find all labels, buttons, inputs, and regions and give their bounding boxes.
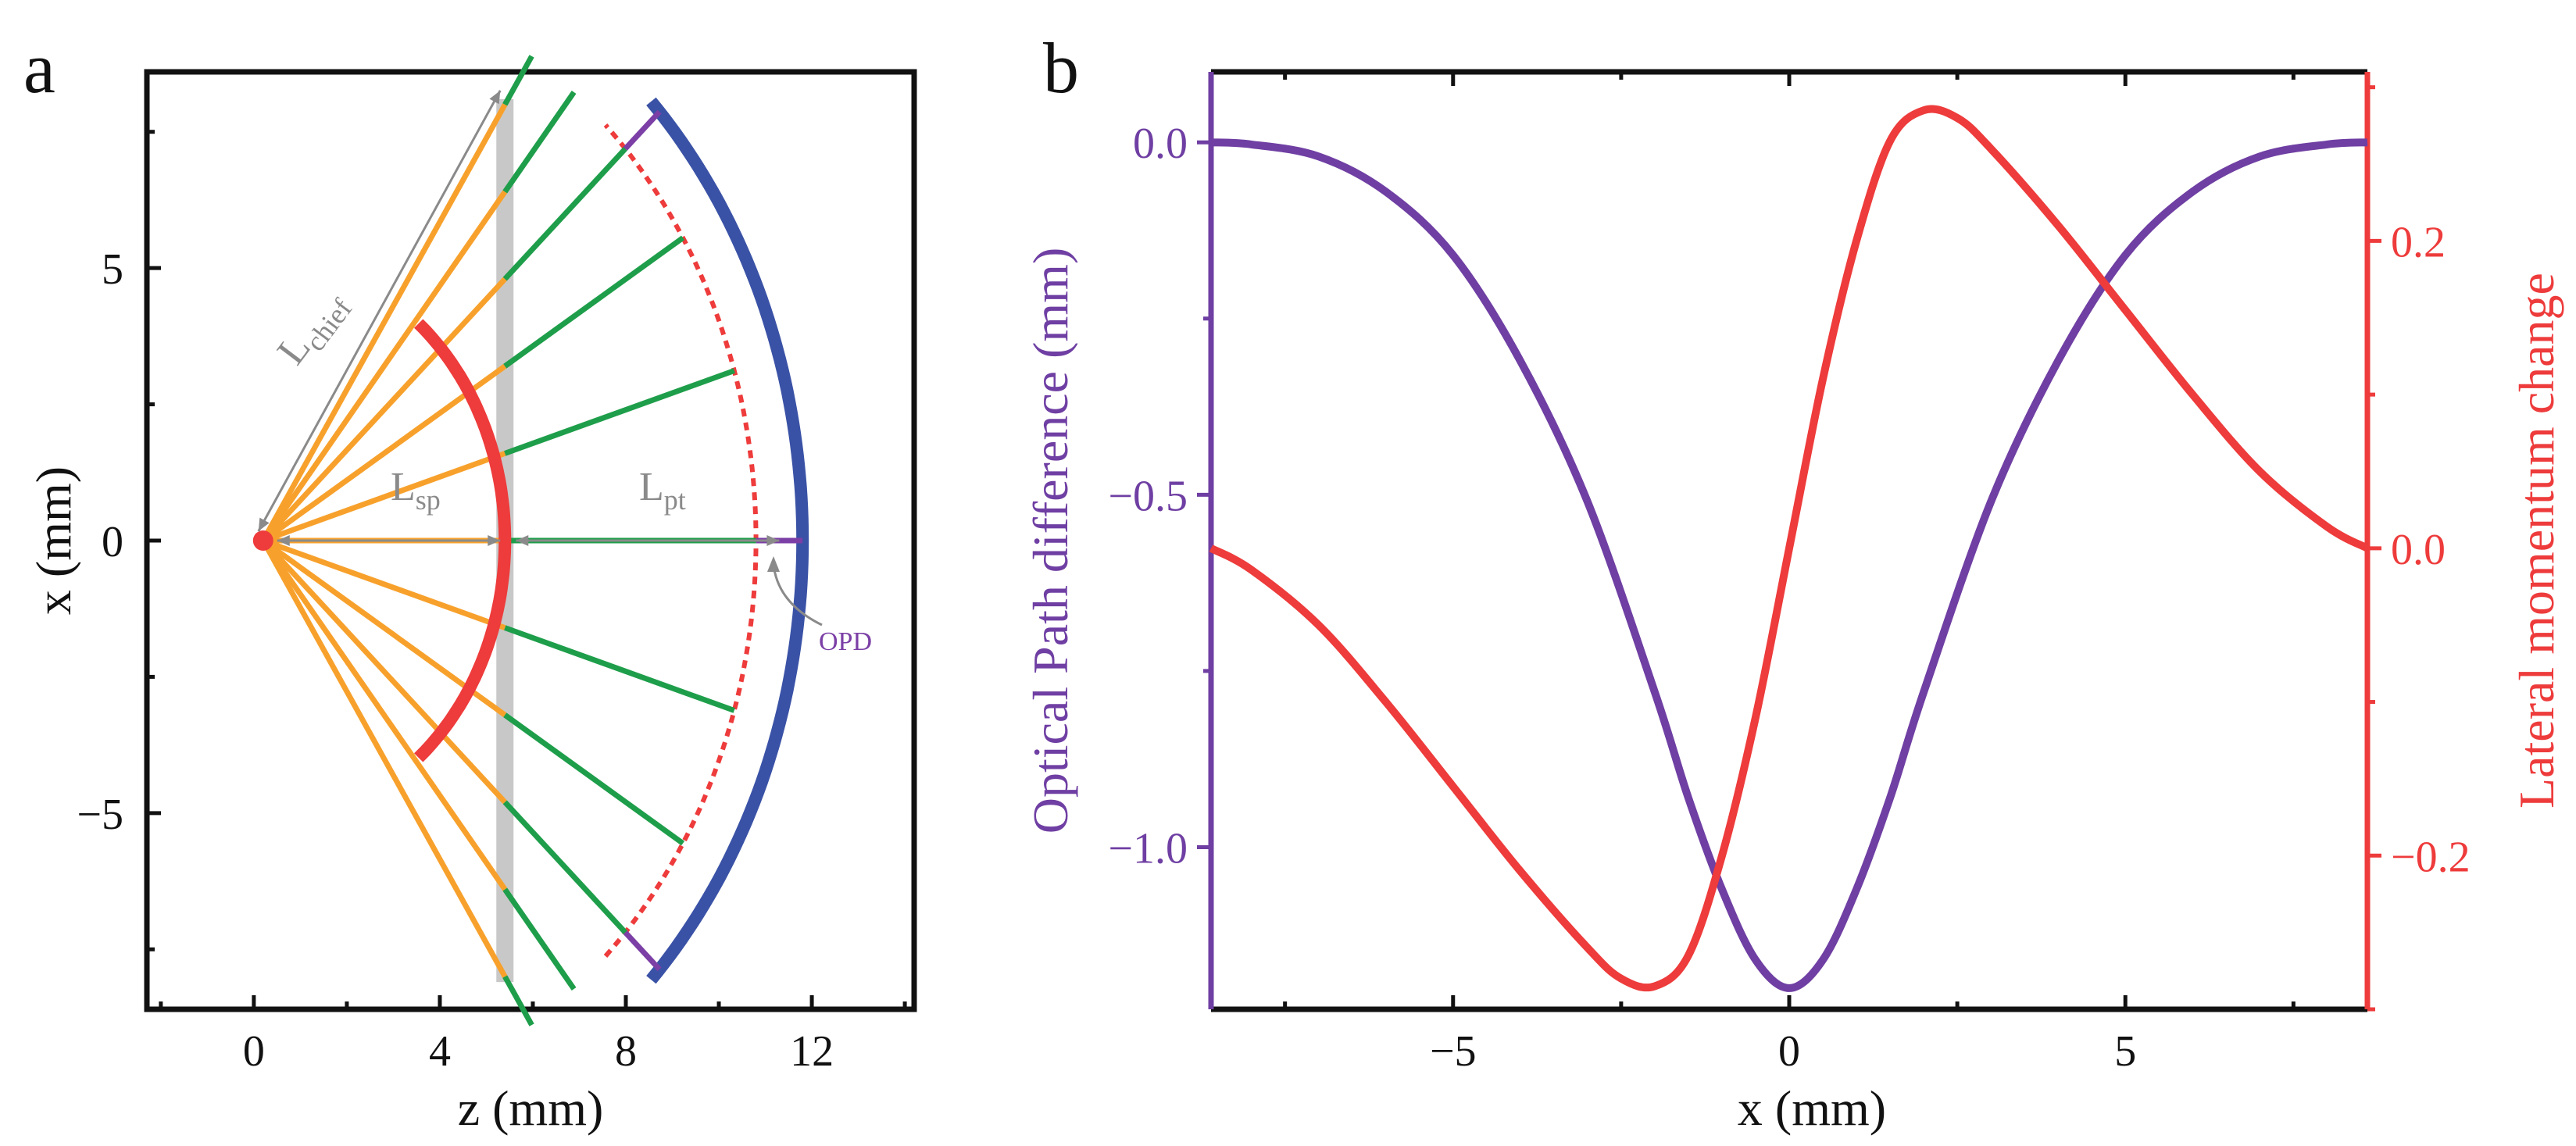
panel-b-ticks: [1197, 72, 2381, 1012]
orange-ray: [260, 539, 508, 891]
panel-a-label: a: [23, 28, 55, 108]
target-surface-arc: [646, 97, 809, 984]
orange-ray: [262, 451, 506, 544]
green-ray: [502, 800, 627, 934]
source-point: [252, 530, 273, 551]
panel-b: b −5 0 5 0.0 −0.5 −1.0 0.2 0.0 −0.2 x (mm) Optic…: [1023, 28, 2564, 1136]
orange-ray: [260, 103, 508, 542]
panel-a-y-tick-label: −5: [77, 791, 123, 839]
panel-b-tick-labels: −5 0 5 0.0 −0.5 −1.0 0.2 0.0 −0.2: [1108, 120, 2470, 1076]
annotation-l-chief: Lchief: [269, 281, 358, 377]
opd-segment: [623, 930, 662, 972]
opd-pointer-arrow: [767, 556, 823, 627]
panel-b-x-tick-label: −5: [1430, 1027, 1477, 1076]
panel-a: a 0 4 8 12 5 0 −5 z (mm) x (mm) Lchief Lsp Lpt…: [23, 28, 917, 1136]
panel-b-x-tick-label: 0: [1778, 1027, 1800, 1076]
green-ray: [503, 712, 685, 846]
panel-a-ticks: [147, 130, 907, 1009]
opd-segment: [623, 109, 662, 151]
panel-a-x-axis-title: z (mm): [458, 1080, 604, 1136]
panel-b-series: [1209, 105, 2370, 992]
green-ray: [502, 887, 577, 991]
green-ray: [503, 235, 685, 369]
orange-ray: [261, 277, 507, 543]
panel-b-left-tick-label: −0.5: [1108, 472, 1188, 520]
green-ray: [502, 91, 577, 194]
panel-a-y-tick-label: 0: [102, 518, 123, 566]
panel-b-x-tick-label: 5: [2114, 1027, 2136, 1076]
sp-length-arrow: [277, 535, 501, 546]
annotation-l-sp-sub: sp: [416, 484, 441, 516]
green-ray: [504, 625, 735, 713]
panel-a-x-tick-label: 0: [243, 1027, 265, 1076]
chief-length-arrow: [257, 90, 502, 532]
panel-b-left-tick-label: 0.0: [1133, 120, 1188, 168]
panel-b-right-tick-label: 0.0: [2391, 526, 2446, 574]
annotation-l-sp: Lsp: [391, 465, 441, 516]
green-ray: [502, 55, 534, 106]
orange-ray: [260, 190, 508, 542]
momentum-curve: [1209, 105, 2370, 992]
pt-length-arrow: [516, 535, 780, 546]
panel-b-left-tick-label: −1.0: [1108, 824, 1188, 873]
orange-ray: [260, 539, 508, 978]
panel-b-label: b: [1043, 28, 1079, 108]
panel-b-right-tick-label: −0.2: [2391, 833, 2471, 881]
panel-a-tick-labels: 0 4 8 12 5 0 −5: [77, 245, 834, 1076]
annotation-l-pt: Lpt: [639, 465, 686, 516]
panel-a-y-tick-label: 5: [102, 245, 123, 294]
green-ray: [504, 368, 735, 456]
green-ray: [502, 975, 534, 1026]
panel-a-diagram: [252, 55, 823, 1026]
panel-a-x-tick-label: 12: [790, 1027, 834, 1076]
panel-a-y-axis-title: x (mm): [26, 466, 81, 615]
sphere-arc: [414, 319, 512, 762]
panel-b-right-tick-label: 0.2: [2391, 218, 2446, 266]
annotation-l-sp-main: L: [391, 465, 416, 509]
panel-a-x-tick-label: 8: [615, 1027, 637, 1076]
panel-b-right-axis-title: Lateral momentum change: [2509, 273, 2564, 809]
panel-b-x-axis-title: x (mm): [1738, 1080, 1886, 1136]
panel-a-x-tick-label: 4: [429, 1027, 451, 1076]
annotation-l-pt-main: L: [639, 465, 664, 509]
panel-b-left-axis-title: Optical Path difference (mm): [1023, 248, 1078, 834]
annotation-l-pt-sub: pt: [664, 484, 686, 516]
orange-ray: [262, 537, 506, 630]
opd-curve: [1210, 138, 2368, 992]
annotation-opd: OPD: [819, 627, 872, 656]
orange-ray: [261, 538, 507, 805]
green-ray: [502, 147, 627, 281]
